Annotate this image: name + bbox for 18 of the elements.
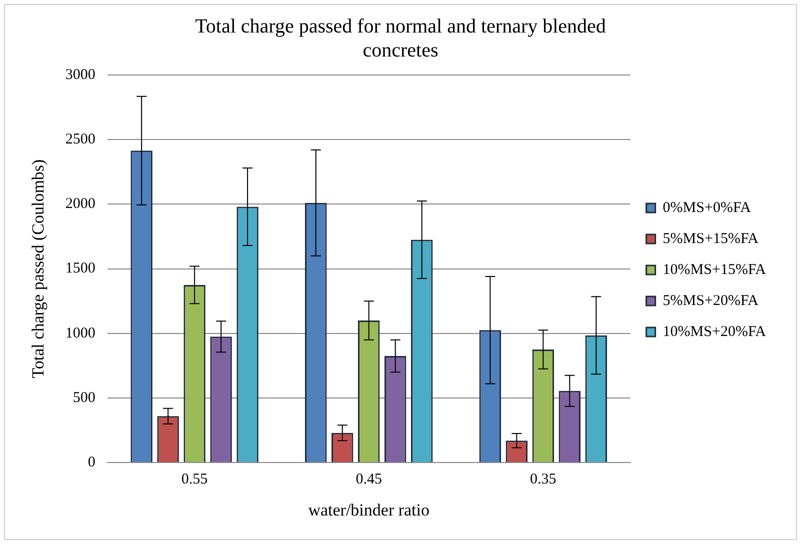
legend-label: 0%MS+0%FA bbox=[662, 200, 752, 216]
x-tick-label: 0.55 bbox=[181, 472, 208, 488]
y-tick-label: 2000 bbox=[65, 196, 96, 212]
y-tick-label: 1500 bbox=[65, 260, 96, 277]
y-tick-label: 1000 bbox=[65, 325, 96, 342]
y-axis-title: Total charge passed (Coulombs) bbox=[28, 159, 48, 378]
y-tick-label: 3000 bbox=[65, 66, 96, 83]
y-tick-label: 2500 bbox=[65, 132, 96, 148]
chart-title: Total charge passed for normal and ternary blended concretes bbox=[195, 15, 606, 62]
legend-label: 10%MS+15%FA bbox=[662, 262, 766, 278]
legend-label: 5%MS+20%FA bbox=[662, 292, 759, 309]
x-axis-title: water/binder ratio bbox=[308, 500, 430, 520]
y-tick-label: 0 bbox=[88, 454, 96, 471]
x-tick-label: 0.35 bbox=[530, 472, 556, 488]
y-tick-label: 500 bbox=[72, 390, 96, 406]
x-tick-label: 0.45 bbox=[356, 472, 382, 488]
legend-label: 10%MS+20%FA bbox=[662, 324, 766, 340]
legend-label: 5%MS+15%FA bbox=[662, 230, 759, 247]
